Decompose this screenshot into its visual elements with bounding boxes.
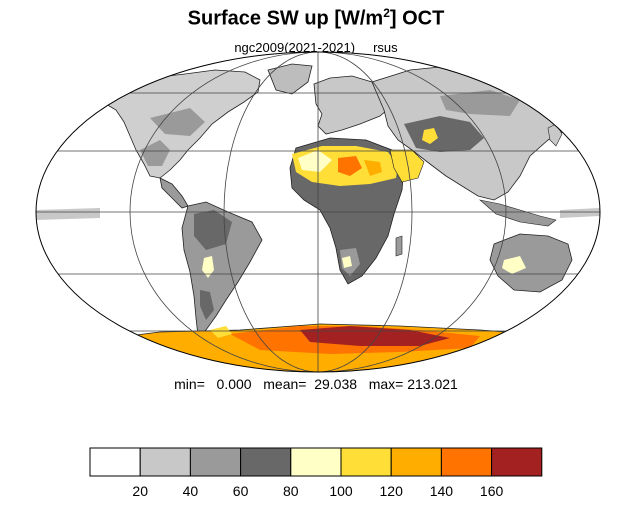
na-dark-patch xyxy=(140,140,170,166)
map-subtitle: ngc2009(2021-2021) rsus xyxy=(234,40,398,55)
asia-bright-patch xyxy=(422,128,438,144)
legend-tick-label: 80 xyxy=(283,483,299,499)
legend-tick-label: 120 xyxy=(380,483,404,499)
antarctica-peninsula xyxy=(210,326,232,338)
landmass-new-zealand xyxy=(587,283,597,307)
landmass-australia xyxy=(489,233,573,293)
landmass-indonesia xyxy=(478,199,557,227)
legend-swatch xyxy=(340,447,392,477)
legend-swatch xyxy=(390,447,442,477)
landmass-madagascar xyxy=(395,235,403,257)
na-shade-patch xyxy=(150,108,205,136)
africa-bright-patch xyxy=(342,256,352,268)
australia-bright-patch xyxy=(502,256,526,274)
sa-dark-patch xyxy=(194,210,232,250)
title-prefix: Surface SW up [W/m xyxy=(187,7,384,30)
legend-swatch xyxy=(189,447,242,477)
sea-ice-band-west xyxy=(36,208,100,220)
legend-tick-label: 60 xyxy=(233,483,249,499)
legend-tick-label: 40 xyxy=(183,483,199,499)
landmass-arabia xyxy=(389,149,425,183)
legend-swatch xyxy=(491,447,543,477)
asia-mid-patch xyxy=(440,90,520,116)
sahara-warm xyxy=(364,160,382,176)
map-border xyxy=(35,51,601,373)
world-map xyxy=(36,52,600,372)
legend-tick-label: 100 xyxy=(329,483,353,499)
sea-ice-band-east xyxy=(560,208,600,218)
sahara-light xyxy=(298,150,332,172)
sahara-hot xyxy=(338,156,362,176)
legend-tick-labels: 20 40 60 80 100 120 140 160 xyxy=(132,483,503,499)
sa-bright-patch xyxy=(202,256,214,278)
legend-tick-label: 140 xyxy=(430,483,454,499)
sa-dark-strip xyxy=(200,290,214,320)
title-suffix: ] OCT xyxy=(389,7,445,30)
landmass-greenland xyxy=(267,63,313,95)
legend-swatch xyxy=(89,447,141,477)
legend-swatch xyxy=(240,447,292,477)
asia-dark-patch xyxy=(404,116,484,152)
landmass-central-america xyxy=(159,177,189,209)
legend-swatch xyxy=(139,447,191,477)
legend-tick-label: 20 xyxy=(132,483,148,499)
legend-tick-label: 160 xyxy=(480,483,504,499)
map-stats: min= 0.000 mean= 29.038 max= 213.021 xyxy=(174,376,458,392)
legend-swatch xyxy=(440,447,493,477)
legend-colorbar xyxy=(89,447,543,477)
landmass-europe xyxy=(313,75,393,135)
title-superscript: 2 xyxy=(383,6,390,20)
legend-swatch xyxy=(290,447,342,477)
map-title: Surface SW up [W/m2] OCT xyxy=(0,6,632,31)
